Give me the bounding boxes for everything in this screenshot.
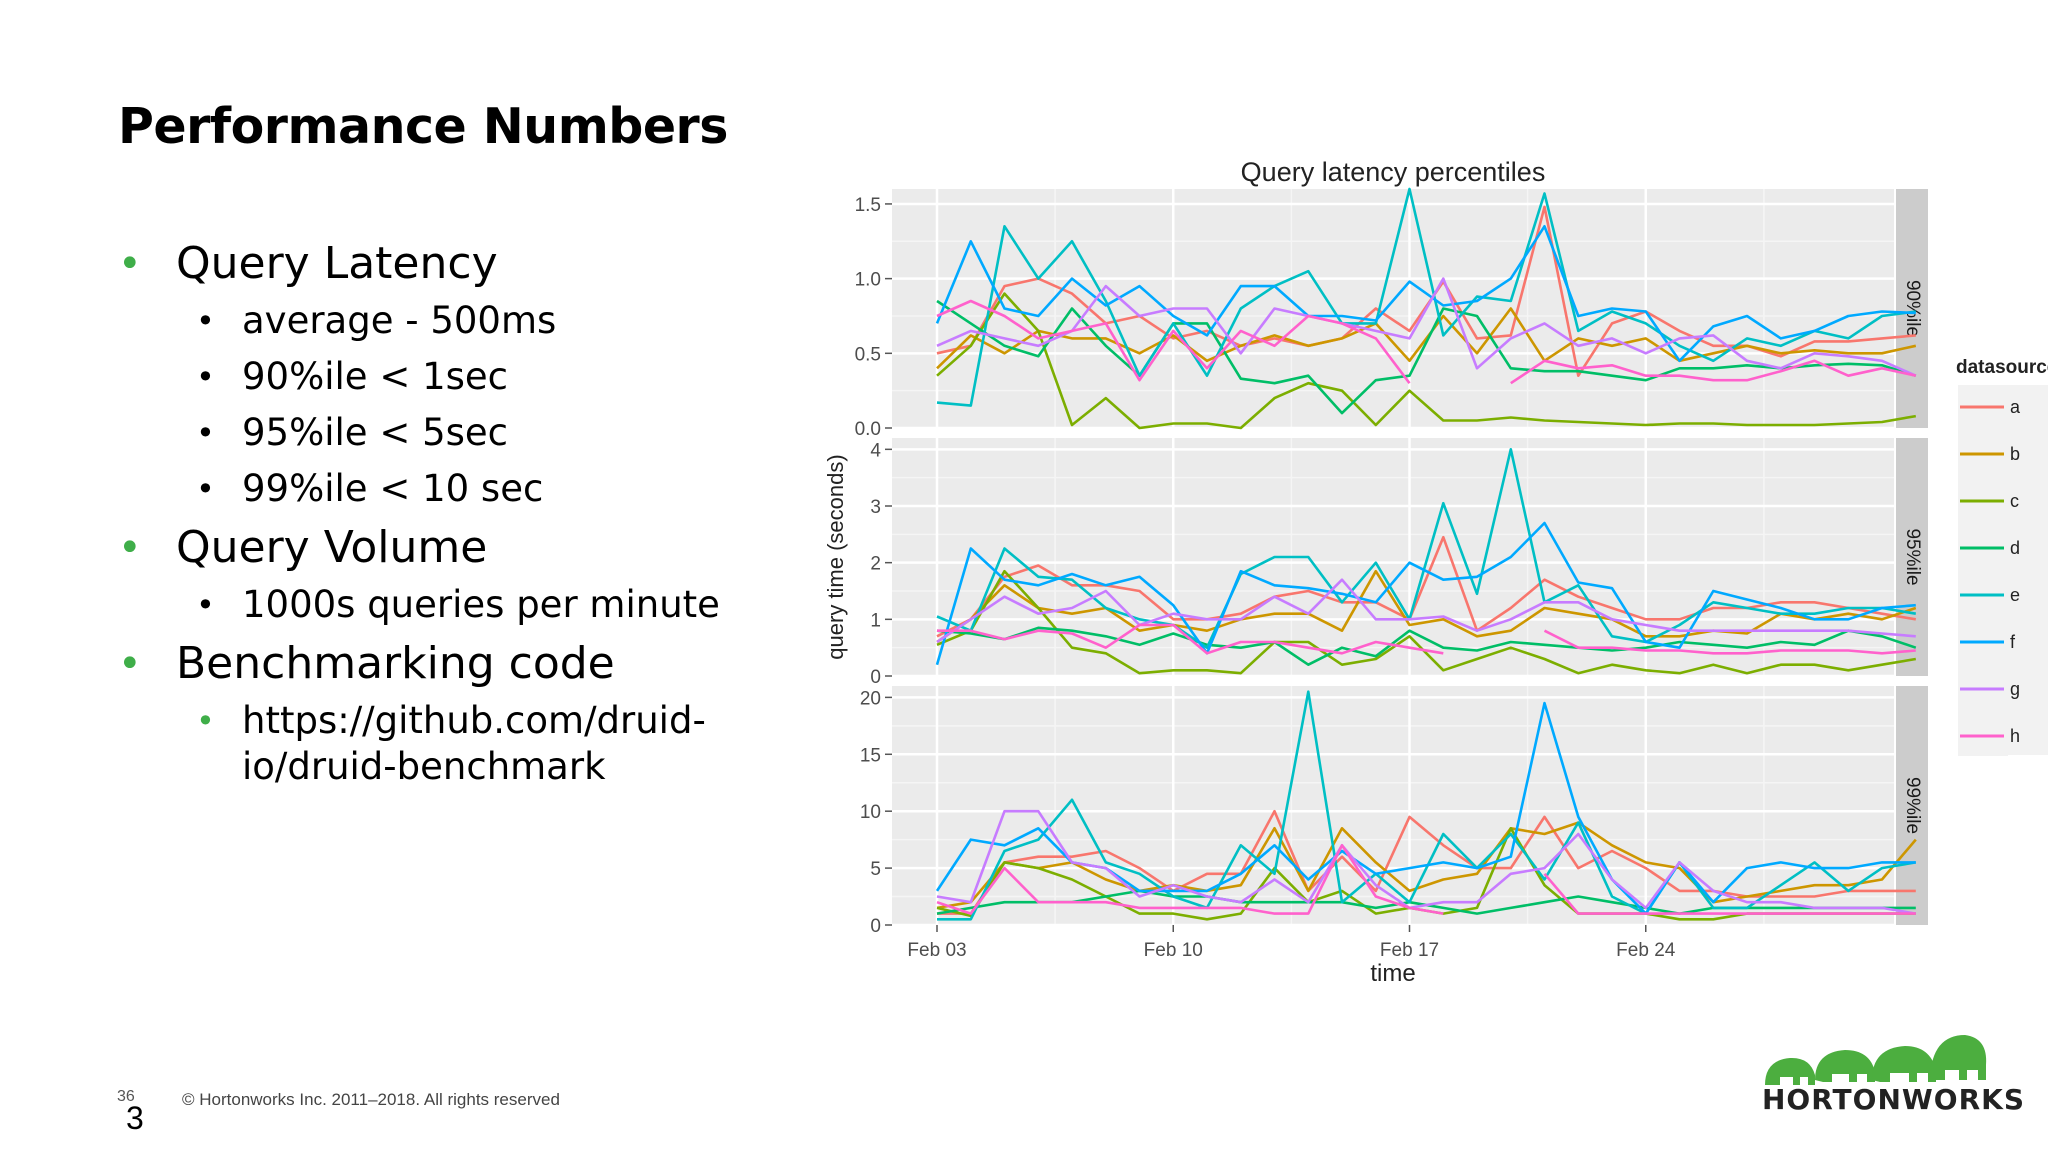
y-tick-label: 2 (870, 554, 881, 575)
legend-label-f: f (2010, 632, 2016, 652)
x-tick-label: Feb 24 (1616, 940, 1676, 961)
legend-label-b: b (2010, 444, 2020, 464)
elephants-logo-icon (1765, 1035, 1987, 1085)
series-line-c (936, 569, 1917, 675)
sub-bullet-text: 99%ile < 10 sec (242, 467, 544, 510)
bullet-item: • Query Latency (118, 238, 758, 290)
sub-bullet-dot: • (196, 702, 215, 740)
sub-bullet-item: • 90%ile < 1sec (196, 354, 758, 400)
bullet-dot: • (118, 241, 142, 287)
bullet-text: Query Latency (176, 238, 498, 289)
sub-bullet-dot: • (196, 470, 215, 508)
y-tick-label: 1.0 (855, 270, 881, 291)
y-tick-label: 1 (870, 610, 881, 631)
y-tick-label: 10 (860, 802, 881, 823)
bullet-list: • Query Latency • average - 500ms • 90%ile < … (118, 238, 758, 800)
x-tick-label: Feb 03 (907, 940, 966, 961)
series-line-d (936, 299, 1917, 415)
footer-page-small: 36 (117, 1088, 135, 1105)
bullet-item: • Benchmarking code (118, 638, 758, 690)
panel-strip (1896, 686, 1928, 925)
x-tick-label: Feb 10 (1144, 940, 1203, 961)
sub-bullet-item: • https://github.com/druid-io/druid-bench… (196, 698, 758, 790)
sub-bullet-text: 95%ile < 5sec (242, 411, 509, 454)
y-tick-label: 15 (860, 745, 881, 766)
series-line-h (936, 844, 1916, 915)
series-line-g (936, 277, 1917, 377)
sub-bullet-item: • 95%ile < 5sec (196, 410, 758, 456)
series-line-g (936, 578, 1916, 644)
series-line-e (936, 448, 1917, 649)
logo-text: HORTONWORKS (1762, 1083, 2025, 1116)
y-tick-label: 1.5 (855, 195, 881, 216)
legend-label-e: e (2010, 585, 2020, 605)
bullet-text: Query Volume (176, 522, 488, 573)
chart-title: Query latency percentiles (1241, 157, 1546, 187)
bullet-item: • Query Volume (118, 522, 758, 574)
y-tick-label: 0.0 (855, 419, 881, 440)
sub-bullet-list: • average - 500ms • 90%ile < 1sec • 95%ile < … (118, 298, 758, 512)
y-tick-label: 0.5 (855, 344, 881, 365)
bullet-text: Benchmarking code (176, 638, 615, 689)
y-tick-label: 5 (870, 859, 881, 880)
x-axis-label: time (1370, 960, 1415, 987)
sub-bullet-list: • 1000s queries per minute (118, 582, 758, 628)
panel-strip-label: 95%ile (1902, 528, 1923, 585)
sub-bullet-dot: • (196, 302, 215, 340)
y-axis-label: query time (seconds) (823, 454, 848, 659)
y-tick-label: 0 (870, 916, 881, 937)
series-line-h (936, 299, 1917, 385)
sub-bullet-text: average - 500ms (242, 299, 557, 342)
legend-label-a: a (2010, 397, 2021, 417)
panel-background (892, 189, 1894, 428)
series-line-b (936, 821, 1917, 910)
footer-page-number: 3 (126, 1100, 144, 1136)
series-line-f (935, 521, 1916, 666)
panel-strip-label: 99%ile (1902, 777, 1923, 834)
series-line-h (937, 623, 1916, 655)
sub-bullet-dot: • (196, 414, 215, 452)
panel-strip (1896, 189, 1928, 428)
x-tick-label: Feb 17 (1380, 940, 1439, 961)
slide-title: Performance Numbers (118, 98, 728, 155)
bullet-dot: • (118, 641, 142, 687)
legend-label-d: d (2010, 538, 2020, 558)
sub-bullet-item: • average - 500ms (196, 298, 758, 344)
y-tick-label: 0 (870, 667, 881, 688)
bullet-dot: • (118, 525, 142, 571)
sub-bullet-text: https://github.com/druid-io/druid-benchm… (242, 699, 706, 788)
series-line-f (935, 225, 1916, 363)
copyright-notice: © Hortonworks Inc. 2011–2018. All rights… (182, 1090, 560, 1109)
series-line-d (936, 626, 1917, 666)
series-line-c (936, 292, 1917, 430)
series-line-a (936, 535, 1917, 638)
series-line-g (936, 809, 1917, 915)
series-line-e (937, 690, 1917, 921)
series-line-e (936, 187, 1916, 407)
sub-bullet-item: • 1000s queries per minute (196, 582, 758, 628)
legend-label-h: h (2010, 726, 2020, 746)
y-tick-label: 20 (860, 688, 881, 709)
legend-title: datasource (1956, 357, 2048, 378)
sub-bullet-dot: • (196, 586, 215, 624)
legend-label-c: c (2010, 491, 2019, 511)
panel-strip-label: 90%ile (1902, 280, 1923, 337)
sub-bullet-list: • https://github.com/druid-io/druid-bench… (118, 698, 758, 790)
legend-label-g: g (2010, 679, 2020, 699)
y-tick-label: 4 (870, 440, 881, 461)
sub-bullet-dot: • (196, 358, 215, 396)
sub-bullet-text: 90%ile < 1sec (242, 355, 509, 398)
sub-bullet-text: 1000s queries per minute (242, 583, 720, 626)
panel-background (892, 438, 1894, 676)
sub-bullet-item: • 99%ile < 10 sec (196, 466, 758, 512)
y-tick-label: 3 (870, 497, 881, 518)
